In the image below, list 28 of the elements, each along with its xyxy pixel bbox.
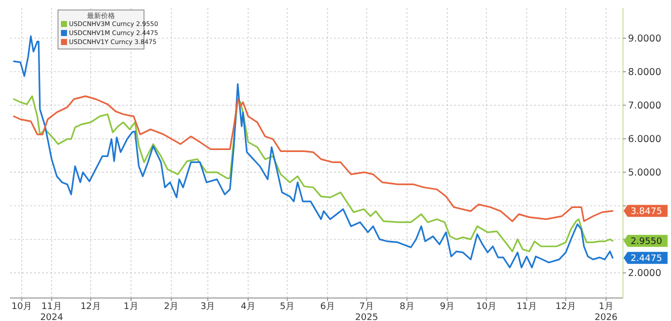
x-tick-label: 9月 <box>440 302 455 312</box>
annotation: 2.9550 <box>630 236 662 247</box>
x-tick-label: 3月 <box>200 302 216 312</box>
x-tick-label: 2月 <box>164 302 179 312</box>
line-series <box>13 95 614 252</box>
x-tick-label: 7月 2025 <box>355 302 378 321</box>
line-series <box>13 95 614 222</box>
y-tick-label: 5.0000 <box>628 168 662 179</box>
y-tick-label: 9.0000 <box>628 34 662 44</box>
x-tick-label: 1月 <box>124 302 138 312</box>
y-tick-label: 7.0000 <box>628 100 662 112</box>
x-tick-label: 10月 <box>11 302 32 312</box>
x-tick-label: 12月 <box>556 302 576 312</box>
x-tick-label: 10月 <box>476 302 497 312</box>
x-tick-label: 5月 <box>280 302 295 312</box>
x-tick-label: 1月 2026 <box>594 302 618 321</box>
x-tick-label: 11月 2024 <box>40 302 64 321</box>
x-tick-label: 8月 <box>400 302 414 312</box>
x-tick-label: 11月 <box>516 302 537 312</box>
x-tick-label: 12月 <box>80 302 101 312</box>
y-tick-label: 8.0000 <box>628 67 662 78</box>
x-tick-label: 6月 <box>320 302 335 312</box>
y-tick-label: 2.0000 <box>628 268 662 280</box>
y-tick-label: 6.0000 <box>628 134 662 146</box>
x-tick-label: 4月 <box>240 302 256 312</box>
line-series <box>13 35 614 268</box>
annotation: 2.4475 <box>630 254 662 264</box>
annotation: 3.8475 <box>630 207 662 218</box>
